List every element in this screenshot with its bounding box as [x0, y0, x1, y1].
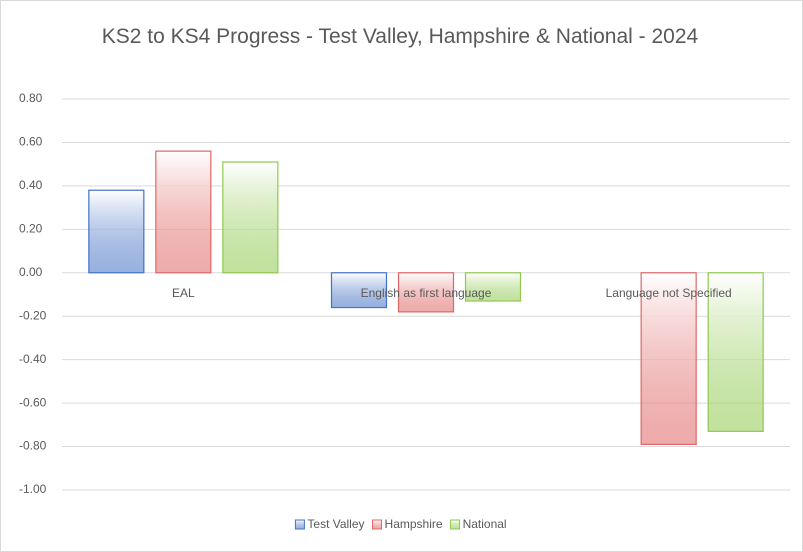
bar [155, 150, 212, 274]
x-tick-label: Language not Specified [606, 286, 732, 300]
legend-swatch [294, 519, 305, 530]
y-tick-label: -0.40 [19, 352, 47, 366]
y-tick-label: 0.20 [19, 222, 43, 236]
bar [330, 272, 388, 309]
y-tick-label: -0.80 [19, 439, 47, 453]
legend-swatch [372, 519, 383, 530]
x-tick-label: EAL [172, 286, 195, 300]
legend-swatch [450, 519, 461, 530]
legend-label: Hampshire [385, 517, 443, 531]
bar [397, 272, 455, 313]
y-tick-label: -1.00 [19, 482, 47, 496]
bar [464, 272, 522, 302]
legend-label: Test Valley [307, 517, 364, 531]
chart-title: KS2 to KS4 Progress - Test Valley, Hamps… [101, 25, 699, 48]
bar [222, 161, 279, 274]
x-tick-label: English as first language [361, 286, 492, 300]
y-tick-label: -0.60 [19, 395, 47, 409]
y-tick-label: 0.00 [19, 265, 43, 279]
bar [88, 189, 145, 274]
y-tick-label: -0.20 [19, 308, 47, 322]
y-tick-label: 0.60 [19, 135, 43, 149]
bar [707, 272, 764, 432]
y-tick-label: 0.40 [19, 178, 43, 192]
bar [640, 272, 697, 445]
legend-label: National [463, 517, 507, 531]
y-tick-label: 0.80 [19, 91, 43, 105]
